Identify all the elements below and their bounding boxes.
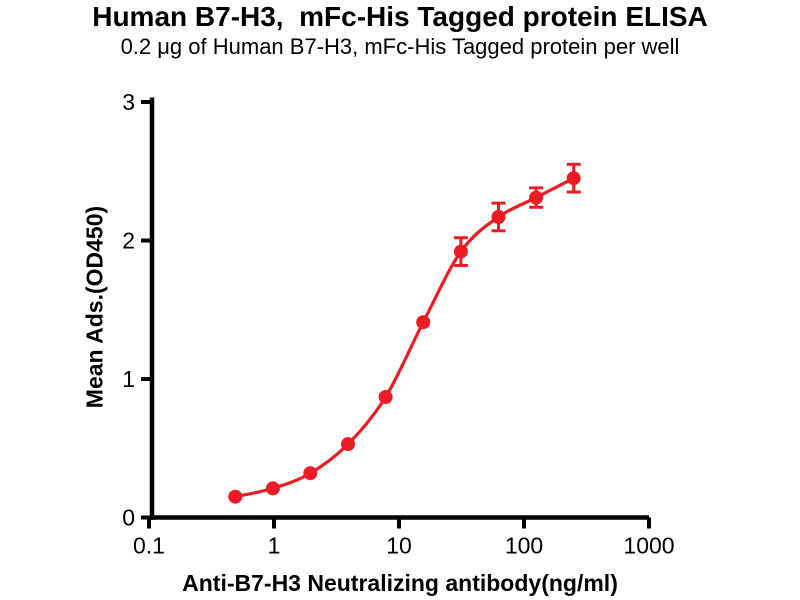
data-point-marker	[416, 315, 431, 330]
y-tick-label: 1	[122, 366, 135, 392]
fit-curve	[234, 176, 575, 499]
data-point-marker	[529, 190, 544, 205]
chart-subtitle: 0.2 μg of Human B7-H3, mFc-His Tagged pr…	[120, 34, 680, 59]
data-point-marker	[453, 244, 468, 259]
data-point-marker	[491, 210, 506, 224]
data-point-marker	[566, 171, 581, 186]
data-point-marker	[341, 437, 355, 452]
x-tick-label: 1000	[623, 533, 674, 559]
chart-title: Human B7-H3, mFc-His Tagged protein ELIS…	[92, 1, 708, 32]
y-tick-label: 2	[122, 228, 135, 254]
y-tick-label: 0	[122, 505, 135, 531]
y-tick-label: 3	[122, 89, 135, 115]
x-axis-title: Anti-B7-H3 Neutralizing antibody(ng/ml)	[182, 570, 618, 596]
data-point-marker	[303, 466, 318, 481]
data-point-marker	[228, 489, 243, 504]
x-tick-label: 1	[268, 533, 281, 559]
data-point-marker	[265, 481, 280, 496]
data-point-marker	[378, 390, 393, 404]
x-tick-label: 0.1	[133, 533, 165, 559]
x-tick-label: 10	[386, 533, 412, 559]
x-tick-label: 100	[505, 533, 543, 559]
